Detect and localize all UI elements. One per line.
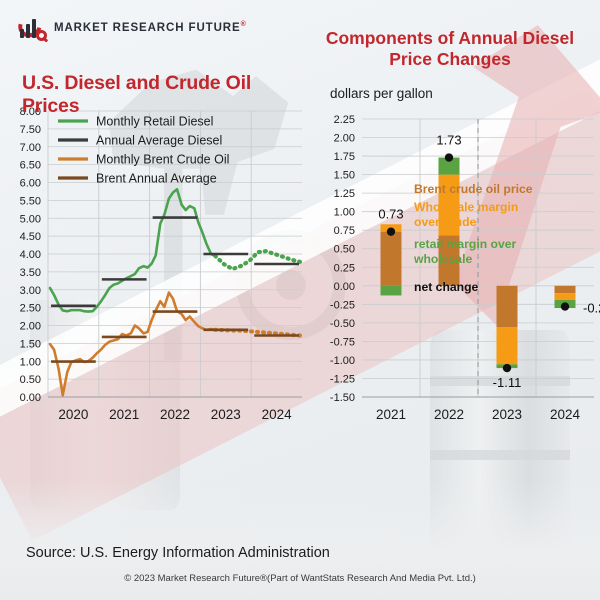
- stacked-bar-segment: [496, 285, 518, 328]
- right-chart-y-tick: 1.00: [334, 207, 355, 219]
- right-chart-y-tick: 1.50: [334, 170, 355, 182]
- left-chart-y-tick: 7.50: [20, 124, 41, 136]
- right-chart-title-line1: Components of Annual Diesel: [325, 28, 575, 48]
- brand-logo: MARKET RESEARCH FUTURE®: [14, 10, 247, 42]
- right-chart-y-tick: 0.00: [334, 281, 355, 293]
- left-chart-y-tick: 0.00: [20, 392, 41, 404]
- left-chart-y-tick: 2.00: [20, 321, 41, 333]
- left-chart-x-tick: 2020: [58, 407, 88, 422]
- net-change-dot: [444, 153, 454, 162]
- net-change-value-label: -0.28: [583, 301, 600, 316]
- right-stacked-bar-chart: -1.50 -1.25 -1.00 -0.75 -0.50 -0.25 0.00 0.25 0.…: [330, 114, 600, 422]
- left-chart-y-tick: 5.00: [20, 213, 41, 225]
- right-chart-y-tick: 0.50: [334, 244, 355, 256]
- brand-logo-name: MARKET RESEARCH FUTURE: [54, 21, 241, 34]
- net-change-value-label: 1.73: [436, 133, 461, 148]
- left-chart-y-tick: 7.00: [20, 142, 41, 154]
- net-change-value-label: 0.73: [378, 207, 403, 222]
- right-chart-x-tick: 2023: [492, 407, 522, 422]
- right-chart-units-label: dollars per gallon: [330, 86, 433, 101]
- right-chart-x-tick: 2022: [434, 407, 464, 422]
- left-line-chart: 0.00 0.50 1.00 1.50 2.00 2.50 3.00 3.50 4.00 4.50…: [20, 106, 303, 422]
- legend-label: Brent Annual Average: [96, 172, 217, 186]
- right-legend-label: wholesale: [413, 252, 472, 266]
- copyright-note: © 2023 Market Research Future®(Part of W…: [124, 573, 476, 584]
- right-chart-y-tick: 2.25: [334, 114, 355, 126]
- left-chart-y-tick: 4.50: [20, 231, 41, 243]
- right-chart-y-tick: -1.50: [330, 392, 355, 404]
- right-chart-y-tick: -0.25: [330, 299, 355, 311]
- stacked-bar-segment: [380, 231, 402, 286]
- right-chart-y-tick: 1.75: [334, 151, 355, 163]
- right-chart-y-tick: -1.00: [330, 355, 355, 367]
- right-chart-x-tick: 2024: [550, 407, 581, 422]
- legend-label: Annual Average Diesel: [96, 134, 222, 148]
- left-chart-y-tick: 6.50: [20, 160, 41, 172]
- right-chart-title: Components of Annual Diesel Price Change…: [305, 28, 595, 69]
- right-chart-y-tick: 0.25: [334, 262, 355, 274]
- left-chart-y-tick: 1.00: [20, 356, 41, 368]
- left-chart-y-tick: 2.50: [20, 303, 41, 315]
- source-note: Source: U.S. Energy Information Administ…: [26, 545, 330, 561]
- right-legend-label: Brent crude oil price: [414, 182, 533, 196]
- right-chart-y-tick: -1.25: [330, 373, 355, 385]
- left-chart-y-tick: 4.00: [20, 249, 41, 261]
- right-chart-y-tick: -0.50: [330, 318, 355, 330]
- left-chart-title: U.S. Diesel and Crude Oil Prices: [22, 72, 252, 117]
- left-chart-y-tick: 6.00: [20, 178, 41, 190]
- right-chart-y-tick: 0.75: [334, 225, 355, 237]
- right-chart-y-tick: 1.25: [334, 188, 355, 200]
- net-change-dot: [502, 363, 512, 373]
- net-change-value-label: -1.11: [493, 375, 522, 390]
- left-chart-y-tick: 0.50: [20, 374, 41, 386]
- left-chart-line-actual: [48, 187, 217, 313]
- right-legend-label: over crude: [414, 215, 477, 229]
- left-chart-x-tick: 2021: [109, 407, 139, 422]
- brand-logo-text: MARKET RESEARCH FUTURE®: [54, 21, 247, 34]
- brand-registered-mark: ®: [240, 20, 247, 28]
- left-chart-y-tick: 1.50: [20, 338, 41, 350]
- net-change-dot: [386, 227, 396, 236]
- stacked-bar-segment: [554, 293, 576, 300]
- net-change-dot: [560, 302, 570, 311]
- left-chart-x-tick: 2022: [160, 407, 190, 422]
- stacked-bar-segment: [380, 285, 402, 296]
- left-chart-x-tick: 2023: [211, 407, 241, 422]
- right-legend-label: retail margin over: [414, 237, 517, 251]
- left-chart-y-tick: 3.50: [20, 267, 41, 279]
- right-chart-x-tick: 2021: [376, 407, 406, 422]
- left-chart-y-tick: 5.50: [20, 195, 41, 207]
- right-chart-legend: Brent crude oil price Wholesale marginove…: [413, 182, 533, 294]
- bar-chart-magnifier-icon: [14, 10, 48, 42]
- right-chart-y-tick: 2.00: [334, 133, 355, 145]
- right-chart-title-line2: Price Changes: [389, 48, 511, 69]
- right-legend-label: Wholesale margin: [414, 200, 518, 214]
- left-chart-x-tick: 2024: [262, 407, 293, 422]
- left-chart-y-tick: 3.00: [20, 285, 41, 297]
- legend-label: Monthly Brent Crude Oil: [96, 153, 229, 167]
- stacked-bar-segment: [496, 327, 518, 365]
- right-chart-y-tick: -0.75: [330, 336, 355, 348]
- right-legend-label: net change: [414, 280, 479, 294]
- stacked-bar-segment: [554, 285, 576, 294]
